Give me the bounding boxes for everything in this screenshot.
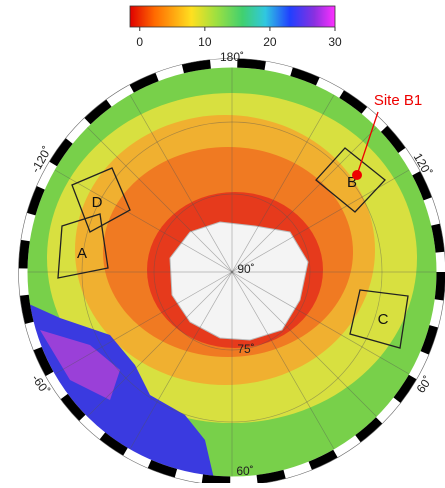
lon-label: 180˚ [220, 50, 244, 64]
region-label: A [77, 245, 87, 262]
map-figure: 0102030 D A B C Site B1 180˚ -120˚ 120˚ … [0, 0, 445, 483]
lat-label: 60˚ [236, 464, 253, 478]
site-label: Site B1 [374, 92, 422, 109]
colorbar-tick-label: 30 [328, 35, 342, 49]
pole-label: 90˚ [237, 262, 254, 276]
colorbar-tick-label: 10 [198, 35, 212, 49]
site-marker [352, 170, 362, 180]
colorbar [130, 6, 335, 27]
colorbar-tick-label: 0 [136, 35, 143, 49]
lat-label: 75˚ [237, 342, 254, 356]
colorbar-ticks: 0 10 20 30 [136, 27, 342, 49]
region-label: C [378, 311, 389, 328]
region-label: D [92, 194, 103, 211]
colorbar-tick-label: 20 [263, 35, 277, 49]
